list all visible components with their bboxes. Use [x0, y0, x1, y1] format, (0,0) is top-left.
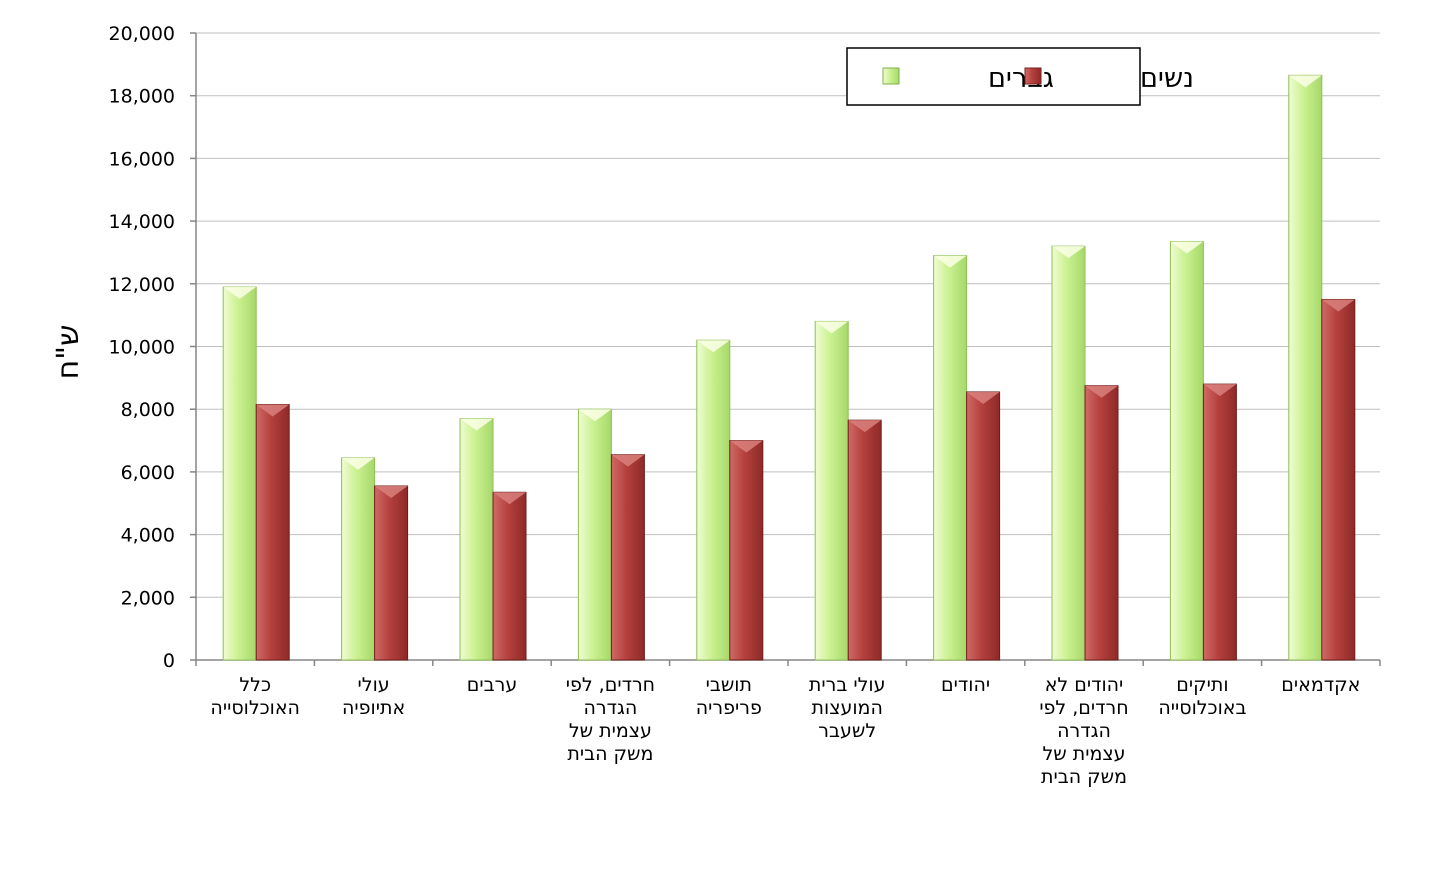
x-category-label: חרדים, לפי [566, 674, 655, 696]
y-tick-label: 2,000 [121, 587, 175, 609]
x-category-label: אקדמאים [1281, 674, 1360, 696]
bar-men [341, 457, 376, 661]
bar-men [1169, 240, 1204, 661]
bar-cap [696, 340, 730, 353]
bar-men [577, 408, 612, 661]
bar-cap [341, 457, 375, 470]
x-category-label: הגדרה [584, 697, 638, 719]
x-category-label: משק הבית [1041, 766, 1127, 788]
y-tick-label: 12,000 [109, 274, 175, 296]
x-category-label: יהודים [941, 674, 990, 696]
x-category-label: עצמית של [569, 720, 652, 742]
bar-women [847, 419, 882, 661]
bar-women [1084, 385, 1119, 661]
x-category-label: באוכלוסייה [1158, 697, 1246, 719]
y-axis-label: ש"ח [51, 325, 86, 380]
bar-women [610, 454, 645, 661]
bar-men [222, 286, 257, 661]
x-category-label: פריפריה [696, 697, 762, 719]
bar-women [1321, 298, 1356, 661]
bar-cap [815, 321, 849, 334]
y-tick-label: 14,000 [109, 211, 175, 233]
y-tick-label: 10,000 [109, 337, 175, 359]
legend-swatch-men [882, 67, 900, 85]
bar-cap [1288, 75, 1322, 88]
bar-cap [460, 418, 493, 431]
bar-men [459, 418, 494, 661]
x-category-label: האוכלוסייה [210, 697, 300, 719]
x-category-label: לשעבר [818, 720, 876, 742]
legend-swatch-women [1024, 67, 1042, 85]
legend: גברים נשים [846, 47, 1194, 106]
x-category-label: משק הבית [567, 743, 653, 765]
bar-cap [493, 492, 526, 505]
bar-women [374, 485, 409, 661]
bars [222, 74, 1356, 661]
bar-men [1051, 245, 1086, 661]
bar-men [696, 339, 731, 661]
bar-cap [1085, 385, 1118, 398]
bar-men [1288, 74, 1323, 661]
bar-women [966, 391, 1001, 661]
bar-cap [966, 391, 1000, 404]
y-tick-label: 6,000 [121, 462, 175, 484]
bar-women [729, 440, 764, 661]
y-tick-label: 20,000 [109, 23, 175, 45]
x-category-label: תושבי [706, 674, 752, 696]
y-tick-label: 0 [163, 650, 175, 672]
bar-cap [933, 255, 967, 268]
bar-cap [578, 409, 612, 422]
bar-cap [1203, 384, 1237, 397]
bar-cap [1052, 246, 1085, 259]
x-category-label: חרדים, לפי [1039, 697, 1128, 719]
bar-men [933, 255, 968, 661]
bar-cap [611, 454, 645, 467]
legend-label-men: גברים [988, 63, 1054, 94]
x-category-label: יהודים לא [1045, 674, 1124, 696]
x-category-label: כלל [239, 674, 271, 696]
x-category-label: עולי [358, 674, 390, 696]
bar-cap [1170, 241, 1204, 254]
bar-cap [374, 486, 408, 499]
y-tick-label: 4,000 [121, 525, 175, 547]
bar-cap [729, 440, 763, 453]
y-tick-label: 8,000 [121, 399, 175, 421]
bar-women [255, 403, 290, 661]
bar-cap [223, 286, 257, 299]
x-category-label: אתיופיה [342, 697, 405, 719]
x-category-label: ותיקים [1176, 674, 1228, 696]
x-category-label: המועצות [812, 697, 883, 719]
y-tick-label: 16,000 [109, 148, 175, 170]
y-tick-labels: 0 2,000 4,000 6,000 8,000 10,000 12,000 14,000 1… [109, 23, 175, 672]
bar-cap [256, 404, 290, 417]
bar-women [492, 491, 527, 661]
x-category-label: עצמית של [1042, 743, 1125, 765]
bar-men [814, 320, 849, 661]
x-category-label: ערבים [467, 674, 517, 696]
x-category-label: הגדרה [1057, 720, 1111, 742]
bar-cap [1321, 299, 1355, 312]
bar-cap [848, 420, 882, 433]
bar-women [1202, 383, 1237, 661]
x-category-label: עולי ברית [809, 674, 886, 696]
y-tick-label: 18,000 [109, 86, 175, 108]
legend-label-women: נשים [1140, 63, 1194, 94]
